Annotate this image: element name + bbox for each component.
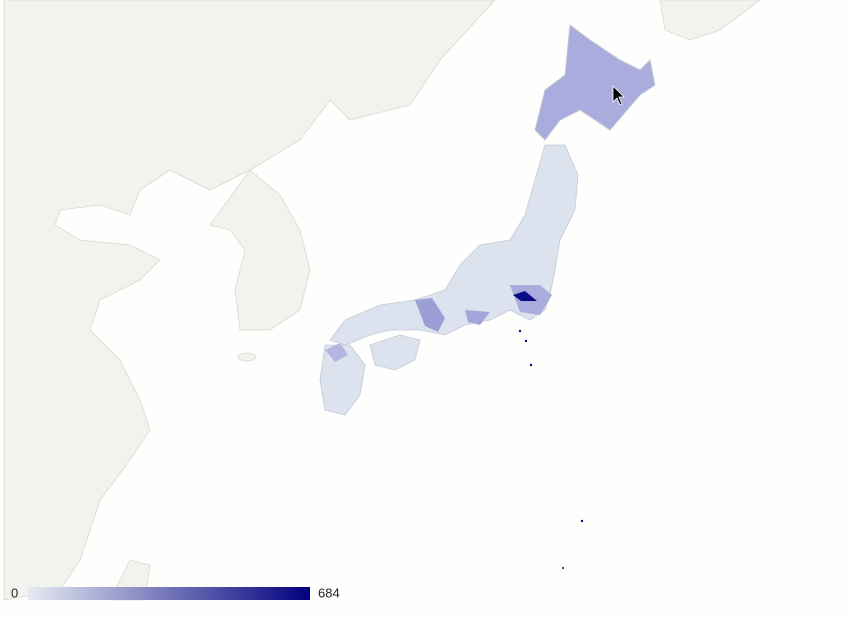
legend-max: 684 [318, 585, 340, 600]
japan [319, 24, 656, 569]
fukuoka [325, 343, 348, 362]
osaka [415, 298, 445, 332]
tokyo [513, 291, 537, 301]
aichi [465, 310, 490, 325]
islands [518, 329, 584, 569]
shikoku [369, 334, 421, 371]
kyushu [319, 344, 366, 416]
legend-min: 0 [11, 585, 18, 600]
cursor [612, 85, 625, 106]
hokkaido [534, 24, 656, 141]
legend-bar [28, 587, 310, 600]
